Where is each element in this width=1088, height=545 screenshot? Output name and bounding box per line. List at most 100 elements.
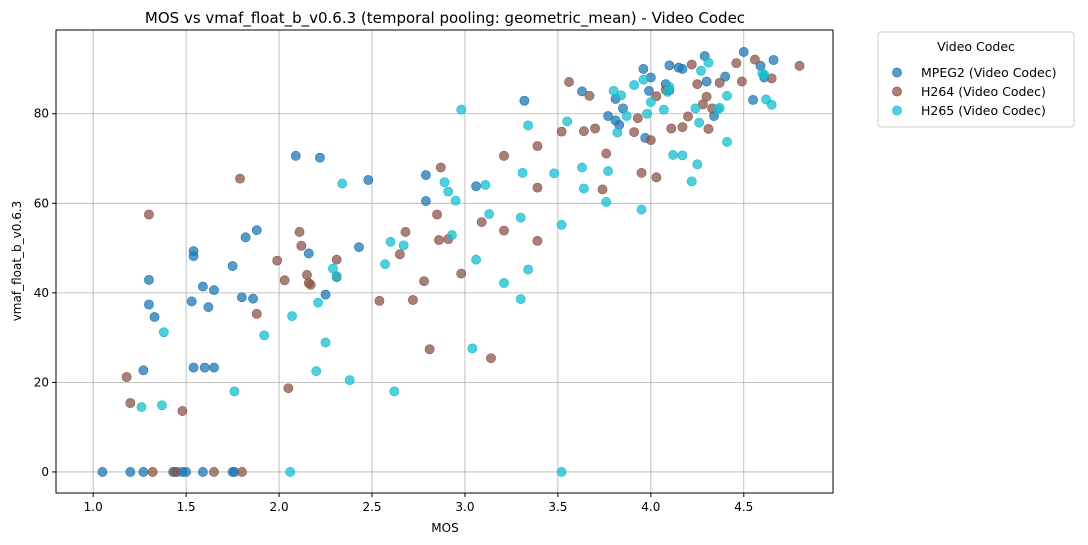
x-axis-ticks: 1.0 1.5 2.0 2.5 3.0 3.5 4.0 4.5 [84,493,753,514]
data-point [287,311,297,322]
data-point [320,289,331,300]
data-point [303,248,314,259]
data-point [407,295,418,305]
data-point [556,219,567,230]
data-point [701,91,712,102]
data-point [450,195,461,206]
data-point [722,90,732,101]
data-point [197,467,208,477]
data-point [714,77,725,88]
x-tick-label: 3.0 [455,500,474,514]
chart-title: MOS vs vmaf_float_b_v0.6.3 (temporal poo… [145,9,745,28]
legend-label: H265 (Video Codec) [921,103,1046,118]
data-point [686,59,697,70]
data-point [644,85,654,96]
data-point [434,235,444,245]
data-point [603,111,613,121]
data-point [608,85,619,96]
data-point [435,162,446,173]
y-tick-label: 0 [41,465,49,479]
data-point [251,308,262,319]
data-point [236,292,247,303]
data-point [638,64,649,74]
data-point [686,176,697,187]
data-point [476,217,487,227]
data-point [177,406,188,416]
data-point [313,297,323,308]
data-point [703,124,714,134]
data-point [344,375,355,386]
data-point [668,150,679,160]
data-point [456,104,467,115]
data-point [666,123,677,134]
data-point [683,111,693,122]
legend-label: H264 (Video Codec) [921,84,1046,99]
data-point [439,177,450,188]
data-point [677,122,688,133]
data-point [794,60,805,71]
data-point [251,225,262,236]
data-point [331,254,342,265]
data-point [279,275,290,286]
x-tick-label: 1.0 [84,500,103,514]
data-point [651,172,662,183]
data-point [714,103,725,113]
data-point [354,242,364,253]
data-point [517,167,528,178]
data-point [290,150,301,161]
data-point [394,249,405,260]
data-point [272,255,283,266]
data-point [305,279,316,290]
data-point [694,117,705,128]
data-point [597,184,608,195]
data-point [400,227,411,237]
data-point [499,225,509,236]
data-point [664,60,675,71]
data-point [138,467,149,477]
data-point [768,55,779,65]
data-point [562,116,573,127]
data-point [757,68,768,79]
data-point [532,236,543,246]
data-point [632,113,643,124]
legend-marker [892,67,902,78]
data-point [421,170,431,180]
data-point [579,183,589,194]
data-point [601,148,612,159]
data-point [766,99,777,110]
data-point [385,236,396,247]
legend-frame [877,31,1075,128]
data-point [696,65,706,76]
data-point [738,47,749,57]
data-point [590,123,600,134]
data-point [157,400,167,411]
data-point [677,150,688,161]
x-tick-label: 2.0 [270,500,289,514]
data-point [186,296,197,307]
data-point [419,276,429,287]
x-tick-label: 4.5 [734,500,753,514]
data-point [731,58,742,69]
data-point [209,362,219,373]
data-point [532,141,543,151]
data-point [499,150,509,161]
data-point [363,175,374,185]
data-point [515,212,526,223]
x-tick-label: 4.0 [641,500,660,514]
data-point [447,230,457,240]
x-tick-label: 2.5 [362,500,381,514]
data-point [629,127,640,137]
y-axis-title: vmaf_float_b_v0.6.3 [10,201,24,322]
data-points [97,47,805,477]
data-point [188,362,199,373]
data-point [149,312,160,322]
data-point [564,77,574,87]
legend-marker [892,86,902,97]
legend-items: MPEG2 (Video Codec) H264 (Video Codec) H26… [892,65,1056,118]
data-point [144,299,154,310]
legend: Video Codec MPEG2 (Video Codec) H264 (Vid… [877,31,1075,128]
data-point [398,240,409,251]
data-point [197,281,208,292]
data-point [235,173,245,184]
data-point [579,126,589,137]
